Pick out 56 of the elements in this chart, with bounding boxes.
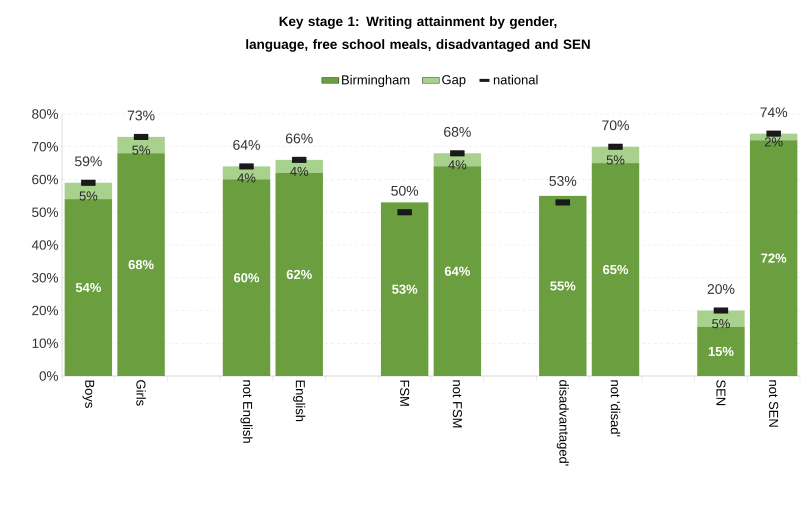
data-label: 60% bbox=[234, 273, 260, 282]
x-tick-label: FSM bbox=[400, 380, 410, 406]
bar bbox=[539, 196, 587, 376]
x-tick-label: English bbox=[293, 380, 306, 422]
y-tick-label: 30% bbox=[32, 272, 58, 283]
data-label: 50% bbox=[391, 186, 418, 196]
data-label: 65% bbox=[603, 264, 628, 274]
bar bbox=[64, 199, 112, 376]
bar bbox=[380, 202, 428, 376]
data-label: 15% bbox=[708, 346, 734, 356]
data-label: 5% bbox=[606, 155, 624, 164]
x-tick-label: not English bbox=[240, 380, 253, 443]
legend-label: Gap bbox=[442, 75, 466, 87]
data-label: 74% bbox=[760, 107, 788, 118]
data-label: 68% bbox=[128, 260, 154, 270]
data-label: 70% bbox=[602, 120, 629, 130]
legend-label: national bbox=[494, 74, 538, 84]
data-label: 68% bbox=[444, 126, 471, 137]
data-label: 4% bbox=[237, 173, 256, 182]
y-tick-label: 50% bbox=[32, 207, 58, 218]
x-tick-label: Girls bbox=[136, 380, 146, 406]
data-label: 55% bbox=[550, 281, 576, 291]
data-label: 73% bbox=[128, 110, 155, 120]
y-tick-label: 20% bbox=[32, 306, 58, 316]
y-tick-label: 0% bbox=[40, 371, 58, 381]
data-label: 64% bbox=[444, 266, 470, 276]
data-label: 5% bbox=[132, 146, 150, 155]
bar bbox=[697, 326, 745, 376]
x-tick-label: not 'disad' bbox=[610, 380, 620, 436]
data-label: 20% bbox=[708, 284, 734, 294]
x-tick-label: disadvantaged' bbox=[556, 380, 569, 466]
data-label: 62% bbox=[286, 270, 312, 280]
x-tick-label: SEN bbox=[716, 380, 726, 406]
bar bbox=[592, 163, 640, 376]
data-label: 64% bbox=[233, 140, 260, 150]
x-tick-label: not SEN bbox=[769, 380, 778, 427]
data-label: 59% bbox=[74, 156, 102, 166]
y-tick-label: 80% bbox=[32, 109, 58, 119]
data-label: 54% bbox=[76, 283, 101, 292]
data-label: 72% bbox=[761, 254, 786, 263]
y-tick-label: 10% bbox=[32, 338, 58, 348]
x-tick-label: not FSM bbox=[452, 380, 462, 428]
y-tick-label: 60% bbox=[32, 174, 58, 184]
data-label: 4% bbox=[290, 166, 308, 176]
y-tick-label: 70% bbox=[32, 142, 58, 152]
data-label: 53% bbox=[549, 176, 576, 186]
data-label: 66% bbox=[286, 133, 313, 144]
data-label: 53% bbox=[392, 284, 418, 294]
y-tick-label: 40% bbox=[32, 240, 58, 250]
chart-title: Key stage 1: Writing attainment by gender, language, free school meals, disadvantaged and SEN bbox=[246, 16, 590, 52]
x-tick-label: Boys bbox=[82, 380, 94, 408]
data-label: 5% bbox=[712, 319, 730, 328]
bar bbox=[117, 153, 165, 376]
legend-label: Birmingham bbox=[342, 74, 410, 88]
data-label: 5% bbox=[80, 191, 98, 201]
data-label: 4% bbox=[448, 160, 466, 170]
